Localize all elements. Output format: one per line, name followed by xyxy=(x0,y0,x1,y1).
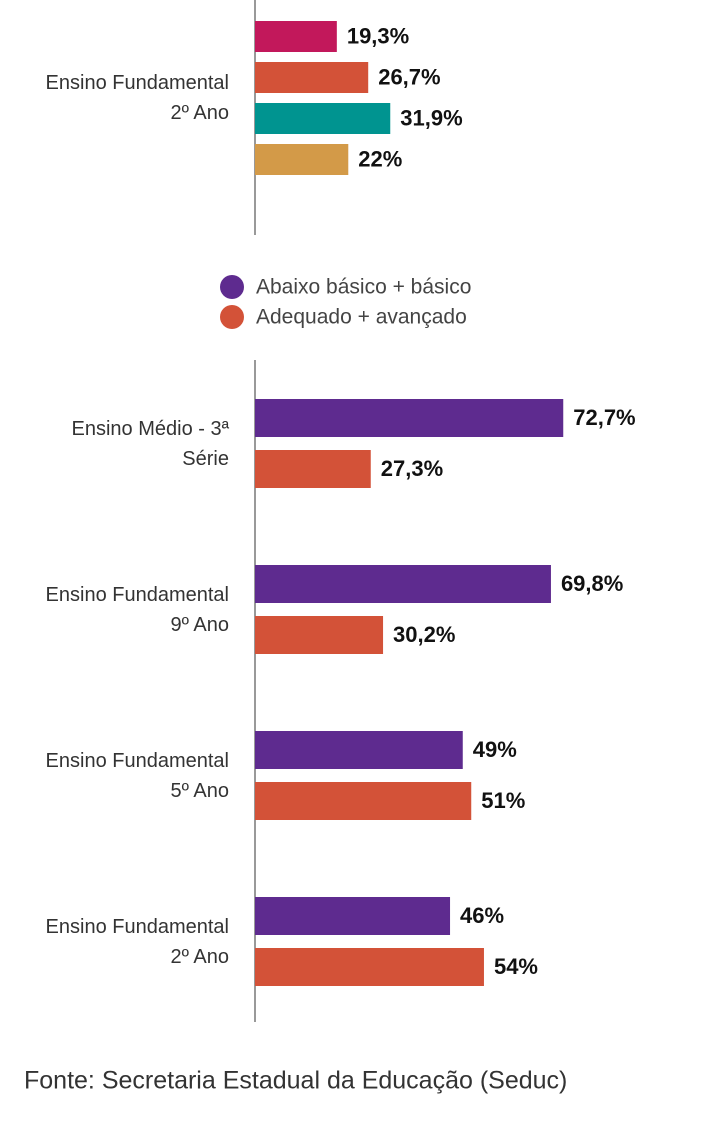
value-label: 27,3% xyxy=(381,456,443,481)
category-label: Ensino Fundamental 5º Ano xyxy=(45,749,229,802)
legend-label: Adequado + avançado xyxy=(256,306,467,329)
category-label: Ensino Fundamental 9º Ano xyxy=(45,583,229,636)
value-label: 19,3% xyxy=(347,23,409,48)
category-label: Ensino Fundamental 2º Ano xyxy=(45,915,229,968)
bar xyxy=(255,103,391,134)
category-label: Ensino Médio - 3ª Série xyxy=(71,417,229,470)
bar xyxy=(255,565,551,603)
bar xyxy=(255,399,564,437)
value-label: 51% xyxy=(481,788,525,813)
bar xyxy=(255,782,472,820)
bar xyxy=(255,21,337,52)
value-label: 49% xyxy=(473,737,517,762)
value-label: 22% xyxy=(358,146,402,171)
bar xyxy=(255,616,384,654)
bar xyxy=(255,897,451,935)
bar xyxy=(255,144,349,175)
value-label: 69,8% xyxy=(561,571,623,596)
source: Fonte: Secretaria Estadual da Educação (… xyxy=(24,1067,567,1095)
bar xyxy=(255,62,369,93)
bar xyxy=(255,731,463,769)
value-label: 31,9% xyxy=(400,105,462,130)
bar xyxy=(255,948,484,986)
legend-marker xyxy=(220,305,244,329)
value-label: 54% xyxy=(494,954,538,979)
value-label: 72,7% xyxy=(573,405,635,430)
value-label: 30,2% xyxy=(393,622,455,647)
value-label: 26,7% xyxy=(378,64,440,89)
legend-label: Abaixo básico + básico xyxy=(256,276,471,299)
legend-marker xyxy=(220,275,244,299)
value-label: 46% xyxy=(460,903,504,928)
bar xyxy=(255,450,371,488)
category-label: Ensino Fundamental 2º Ano xyxy=(45,72,229,124)
